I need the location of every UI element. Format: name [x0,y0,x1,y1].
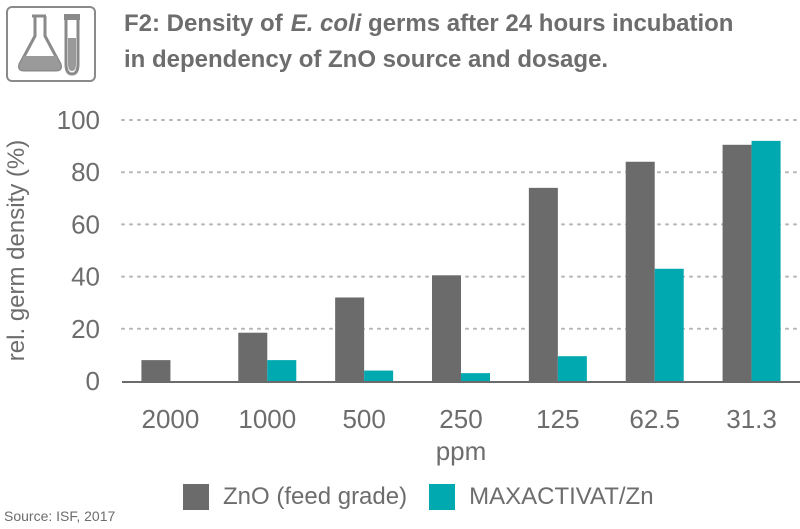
y-tick-label: 100 [57,105,100,135]
legend-label-zno: ZnO (feed grade) [223,483,408,510]
x-tick-label: 250 [439,404,482,434]
bar-zno [335,297,365,381]
x-tick-label: 125 [536,404,579,434]
title-italic-species: E. coli [290,10,362,37]
y-tick-label: 80 [71,157,100,187]
title-line-1: F2: Density of E. coli germs after 24 hou… [124,6,784,42]
y-tick-label: 40 [71,262,100,292]
flask-liquid [19,56,61,70]
legend-label-maxactivat: MAXACTIVAT/Zn [469,483,654,510]
legend-item-zno: ZnO (feed grade) [183,483,407,511]
bar-maxactivat [751,140,781,381]
legend: ZnO (feed grade) MAXACTIVAT/Zn [183,482,676,512]
bar-zno [432,275,461,381]
title-suffix: germs after 24 hours incubation [361,10,734,37]
bar-zno [528,187,558,381]
testtube-outline [64,20,80,76]
bar-zno [238,332,268,381]
x-axis-title: ppm [436,436,487,466]
bar-zno [722,144,752,381]
testtube-cap [64,14,80,20]
x-tick-label: 62.5 [629,404,680,434]
legend-item-maxactivat: MAXACTIVAT/Zn [429,483,654,511]
x-tick-label: 1000 [238,404,296,434]
chart-title: F2: Density of E. coli germs after 24 hou… [124,6,784,78]
legend-swatch-maxactivat [429,484,456,510]
bar-maxactivat [557,356,587,381]
bar-maxactivat [461,373,490,381]
y-tick-label: 20 [71,314,100,344]
bar-chart: 0 20 40 60 80 100 rel. germ density (%) 2000 100… [3,105,800,466]
title-line-2: in dependency of ZnO source and dosage. [124,46,609,73]
bar-zno [625,161,655,381]
lab-flask-testtube-icon [18,14,80,76]
bar-zno [141,360,171,381]
x-tick-label: 2000 [142,404,200,434]
source-note: Source: ISF, 2017 [4,508,116,524]
testtube-liquid [68,38,76,71]
x-tick-label: 500 [342,404,385,434]
y-axis-title: rel. germ density (%) [3,140,30,361]
bar-maxactivat [267,360,297,381]
bar-maxactivat [654,268,684,381]
y-tick-label: 0 [86,366,100,396]
y-tick-label: 60 [71,209,100,239]
bar-maxactivat [364,370,394,381]
legend-swatch-zno [183,484,209,510]
lab-icon-frame [6,6,96,82]
title-prefix: F2: Density of [124,10,283,37]
x-tick-label: 31.3 [726,404,777,434]
